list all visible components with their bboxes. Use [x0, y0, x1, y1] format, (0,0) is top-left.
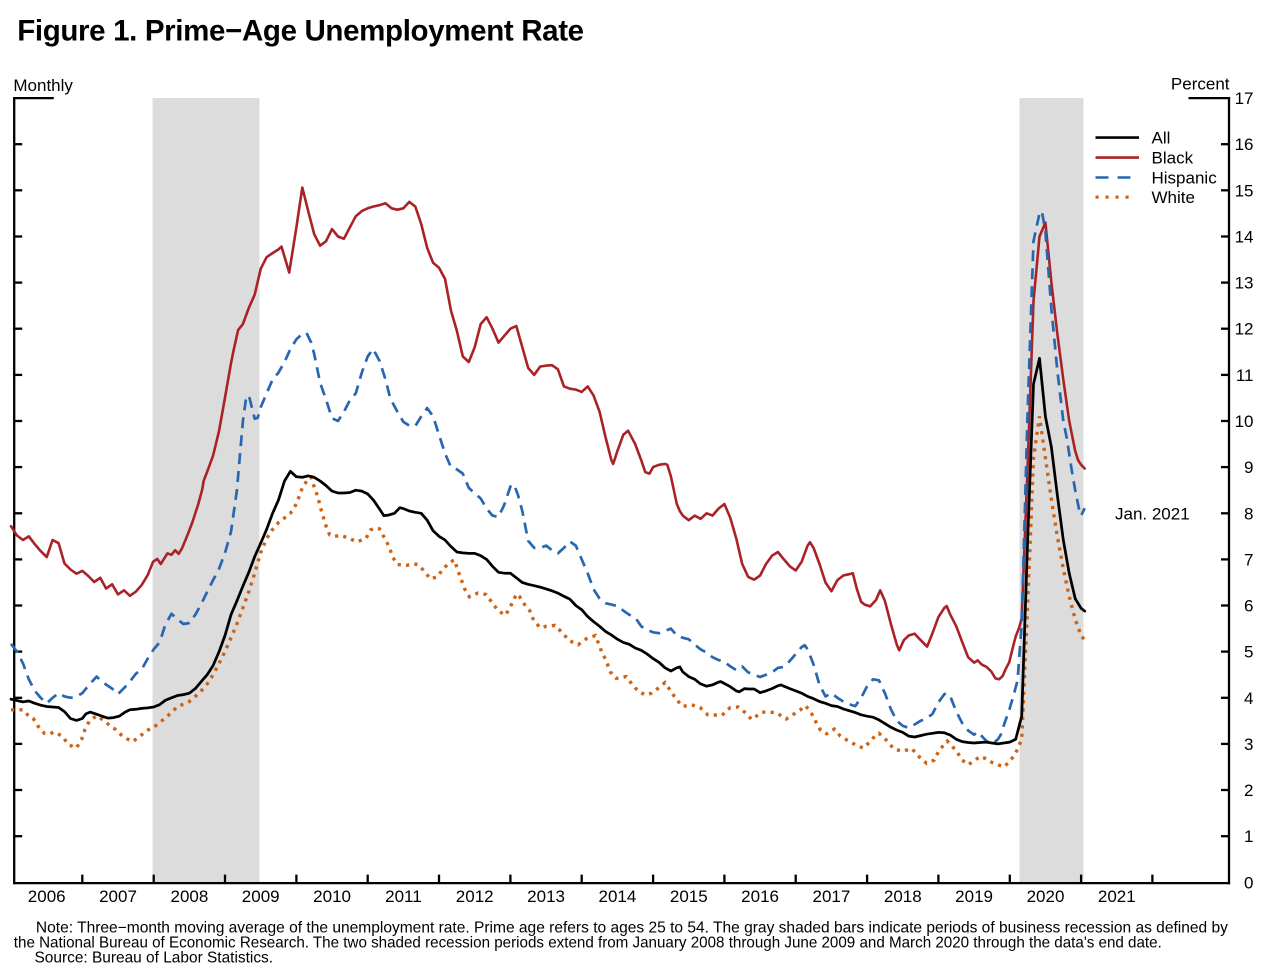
svg-text:8: 8	[1244, 504, 1253, 523]
svg-text:2014: 2014	[598, 887, 636, 906]
svg-text:Monthly: Monthly	[13, 76, 73, 95]
svg-text:White: White	[1152, 188, 1195, 207]
svg-text:2012: 2012	[456, 887, 494, 906]
svg-text:2015: 2015	[670, 887, 708, 906]
svg-text:13: 13	[1235, 274, 1254, 293]
svg-text:6: 6	[1244, 597, 1253, 616]
svg-text:2020: 2020	[1027, 887, 1065, 906]
svg-text:2016: 2016	[741, 887, 779, 906]
svg-text:2006: 2006	[28, 887, 66, 906]
svg-text:Figure 1. Prime−Age Unemployme: Figure 1. Prime−Age Unemployment Rate	[17, 14, 584, 47]
svg-text:2018: 2018	[884, 887, 922, 906]
svg-text:Note: Three−month moving avera: Note: Three−month moving average of the …	[36, 920, 1228, 937]
svg-text:0: 0	[1244, 873, 1253, 892]
svg-text:2008: 2008	[170, 887, 208, 906]
svg-text:2011: 2011	[385, 887, 422, 906]
svg-text:11: 11	[1236, 366, 1254, 385]
svg-text:2: 2	[1244, 781, 1253, 800]
svg-text:2021: 2021	[1098, 887, 1136, 906]
svg-text:7: 7	[1244, 550, 1253, 569]
svg-text:14: 14	[1235, 228, 1254, 247]
svg-text:4: 4	[1244, 689, 1253, 708]
svg-text:Source: Bureau of Labor Statis: Source: Bureau of Labor Statistics.	[35, 949, 274, 966]
svg-text:15: 15	[1235, 181, 1254, 200]
svg-text:3: 3	[1244, 735, 1253, 754]
svg-text:2010: 2010	[313, 887, 351, 906]
svg-text:the National Bureau of Economi: the National Bureau of Economic Research…	[14, 935, 1162, 952]
svg-text:Hispanic: Hispanic	[1152, 168, 1218, 187]
svg-text:Jan. 2021: Jan. 2021	[1115, 505, 1190, 524]
svg-text:2019: 2019	[955, 887, 993, 906]
svg-text:1: 1	[1244, 827, 1253, 846]
svg-text:Percent: Percent	[1171, 75, 1230, 94]
svg-text:2017: 2017	[812, 887, 850, 906]
svg-text:16: 16	[1235, 135, 1254, 154]
svg-text:12: 12	[1235, 320, 1254, 339]
svg-text:Black: Black	[1152, 148, 1194, 167]
svg-text:5: 5	[1244, 643, 1253, 662]
svg-text:17: 17	[1235, 89, 1254, 108]
svg-text:10: 10	[1235, 412, 1254, 431]
svg-text:9: 9	[1244, 458, 1253, 477]
svg-text:All: All	[1152, 128, 1171, 147]
svg-text:2009: 2009	[242, 887, 280, 906]
svg-text:2013: 2013	[527, 887, 565, 906]
svg-text:2007: 2007	[99, 887, 137, 906]
